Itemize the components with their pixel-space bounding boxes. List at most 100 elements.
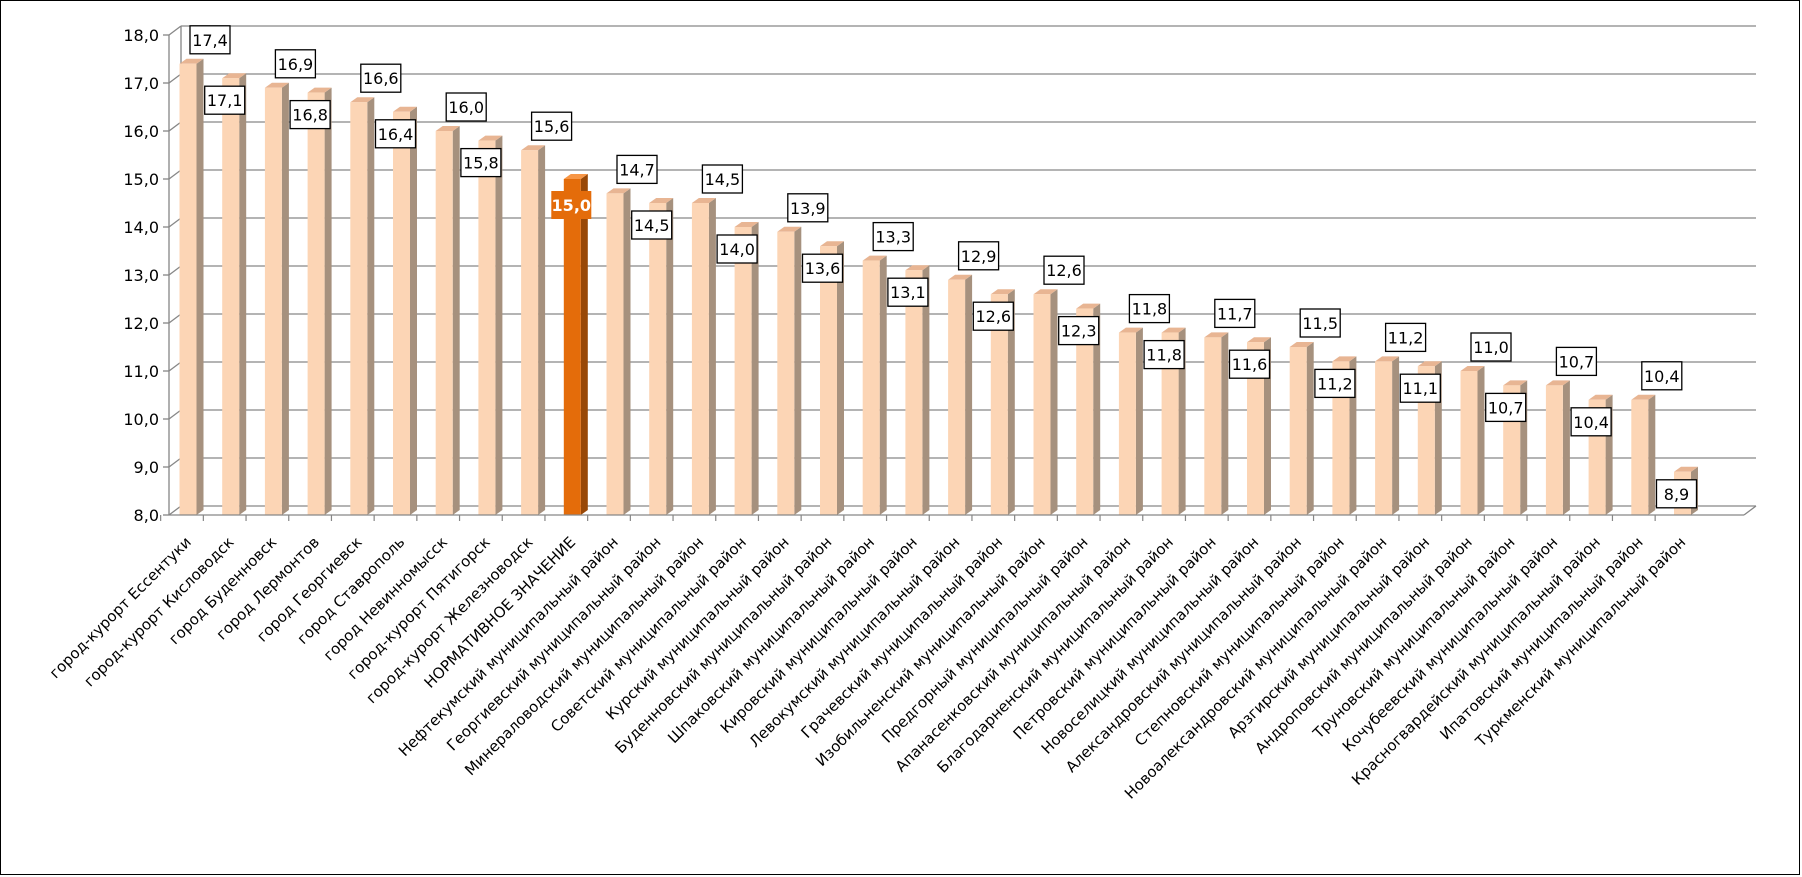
bar <box>948 274 973 515</box>
data-label-box: 17,1 <box>204 85 246 115</box>
data-label-frame <box>1655 479 1698 509</box>
y-tick-label: 17,0 <box>123 74 159 93</box>
bar <box>563 174 588 515</box>
y-tick-label: 15,0 <box>123 170 159 189</box>
data-label-frame <box>1641 361 1683 391</box>
y-tick-label: 11,0 <box>123 362 159 381</box>
bar-side <box>1135 327 1143 515</box>
data-label-frame <box>445 92 487 122</box>
bar <box>1076 303 1101 515</box>
bar-front <box>691 203 709 515</box>
bar-top <box>179 58 204 64</box>
data-label-box: 14,5 <box>701 164 744 194</box>
bar-top <box>1417 361 1442 367</box>
bar-top <box>649 198 674 203</box>
data-label-frame <box>616 154 658 185</box>
bar <box>691 198 716 515</box>
bar-side <box>794 226 802 516</box>
data-label-box: 16,8 <box>289 99 331 130</box>
bar-top <box>1674 466 1698 472</box>
data-label-frame <box>360 63 402 93</box>
data-label: 13,3 <box>875 228 911 247</box>
bar-top <box>222 73 247 79</box>
bar-side <box>1093 303 1101 515</box>
bar <box>777 226 802 516</box>
y-tick-label: 12,0 <box>123 314 159 333</box>
bar <box>1631 394 1656 515</box>
data-label-box: 15,6 <box>530 111 573 141</box>
bar-top <box>1631 394 1656 400</box>
data-label: 11,5 <box>1302 314 1338 333</box>
data-label-frame <box>1043 255 1085 285</box>
bar-top <box>1033 289 1058 295</box>
bar-side <box>1306 342 1314 515</box>
data-label-box: 13,1 <box>887 277 929 307</box>
data-label-box: 15,8 <box>460 147 502 178</box>
data-label-box: 11,8 <box>1128 293 1171 324</box>
data-label: 12,6 <box>975 307 1011 326</box>
data-label: 12,9 <box>961 247 997 266</box>
gridline-connector <box>168 121 182 132</box>
data-label-frame <box>1555 346 1598 377</box>
data-label: 14,5 <box>634 216 670 235</box>
data-label-box: 12,6 <box>972 301 1014 331</box>
bar-front <box>1332 361 1350 515</box>
bar-top <box>521 145 546 151</box>
bar-side <box>837 241 844 515</box>
bar-front <box>1545 385 1563 515</box>
data-label-frame <box>801 253 844 283</box>
bar-side <box>666 198 674 515</box>
data-label-box: 10,4 <box>1641 361 1683 391</box>
y-tick-label: 13,0 <box>123 266 159 285</box>
bar-front <box>521 150 539 515</box>
data-label-frame <box>289 99 331 130</box>
bar <box>521 145 546 515</box>
data-label-box: 14,5 <box>631 210 673 240</box>
bar-front <box>606 193 624 515</box>
bar-side <box>751 222 759 515</box>
bar-front <box>1631 399 1649 515</box>
data-label-box: 11,1 <box>1399 373 1441 403</box>
bar-top <box>691 198 716 203</box>
bar <box>1375 356 1400 515</box>
bar-side <box>1007 289 1015 515</box>
data-label-layer: 17,4 17,1 16,9 16,8 16,6 16,4 16,0 15,8 15,6 15,0… <box>189 25 1698 509</box>
bar <box>222 73 247 515</box>
y-tick-label: 18,0 <box>123 26 159 45</box>
data-label-box: 11,6 <box>1228 349 1271 379</box>
data-label-frame <box>787 193 829 223</box>
y-tick-label: 8,0 <box>134 506 159 525</box>
data-label: 14,7 <box>619 160 655 179</box>
bar <box>606 188 631 515</box>
bar-side <box>1178 327 1186 515</box>
data-label-box: 13,3 <box>872 221 914 252</box>
data-label: 11,8 <box>1146 346 1182 365</box>
gridline-connector <box>168 457 182 468</box>
data-label-frame <box>701 164 744 194</box>
bar-side <box>1562 380 1570 515</box>
bar-top <box>777 226 802 232</box>
bar-top <box>1460 366 1485 371</box>
bar <box>1161 327 1186 515</box>
bar-top <box>1118 327 1143 333</box>
bar-front <box>905 270 923 515</box>
bar-front <box>435 131 453 515</box>
data-label: 11,6 <box>1232 355 1268 374</box>
bar-top <box>350 97 375 103</box>
bar <box>264 82 289 516</box>
bar-side <box>452 126 460 515</box>
bar-front <box>649 203 667 515</box>
data-label-box: 11,7 <box>1214 298 1256 329</box>
data-label-box: 8,9 <box>1655 479 1698 509</box>
bar-top <box>905 265 930 271</box>
data-label-frame <box>551 191 592 219</box>
data-label-box: 13,6 <box>801 253 844 283</box>
bar-side <box>623 188 631 515</box>
data-label-box: 11,2 <box>1384 322 1427 353</box>
bar <box>1247 337 1271 515</box>
bar-side <box>495 135 503 515</box>
bar-front <box>1033 294 1051 515</box>
bar-side <box>879 255 887 515</box>
bar-side <box>1264 337 1271 515</box>
